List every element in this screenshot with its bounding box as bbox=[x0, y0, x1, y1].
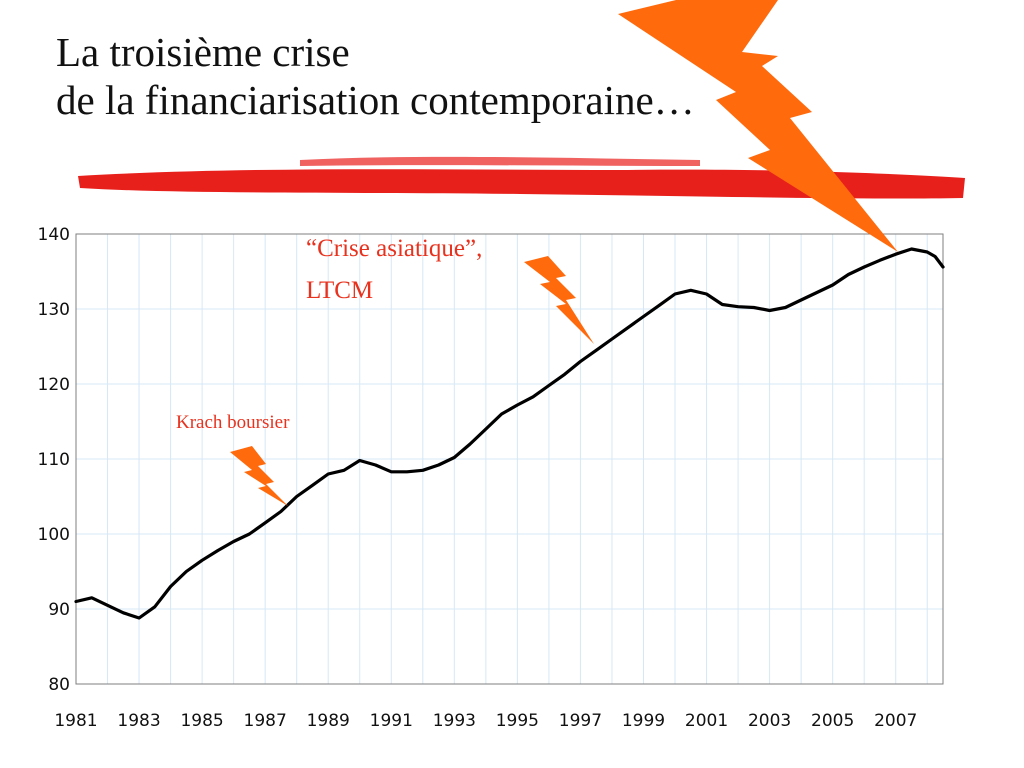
slide-title: La troisième crise de la financiarisatio… bbox=[56, 28, 695, 124]
y-axis: 80 90 100 110 120 130 140 bbox=[38, 225, 70, 695]
slide-title-line2: de la financiarisation contemporaine… bbox=[56, 77, 695, 123]
x-tick-label: 1987 bbox=[244, 711, 287, 731]
x-tick-label: 2003 bbox=[748, 711, 791, 731]
x-tick-label: 1983 bbox=[117, 711, 160, 731]
y-tick-label: 80 bbox=[48, 675, 70, 695]
y-tick-label: 140 bbox=[38, 225, 70, 245]
x-tick-label: 2001 bbox=[685, 711, 728, 731]
x-tick-label: 2007 bbox=[874, 711, 917, 731]
x-tick-label: 1981 bbox=[54, 711, 97, 731]
x-tick-label: 2005 bbox=[811, 711, 854, 731]
big-lightning-bolt-icon bbox=[618, 0, 898, 252]
x-tick-label: 1989 bbox=[307, 711, 350, 731]
plot-frame bbox=[75, 233, 944, 685]
annotation-crise-asiatique: “Crise asiatique”, LTCM bbox=[306, 235, 489, 304]
x-tick-label: 1999 bbox=[622, 711, 665, 731]
brush-stroke-divider bbox=[78, 156, 965, 199]
y-tick-label: 120 bbox=[38, 375, 70, 395]
y-tick-label: 110 bbox=[38, 450, 70, 470]
y-tick-label: 90 bbox=[48, 600, 70, 620]
chart-grid bbox=[75, 233, 943, 685]
small-lightning-bolt-icon bbox=[230, 446, 288, 506]
x-tick-label: 1995 bbox=[496, 711, 539, 731]
x-tick-label: 1997 bbox=[559, 711, 602, 731]
slide-title-line1: La troisième crise bbox=[56, 29, 350, 75]
small-lightning-bolt-icon bbox=[524, 256, 594, 344]
annotation-krach-boursier: Krach boursier bbox=[176, 412, 290, 433]
x-tick-label: 1993 bbox=[433, 711, 476, 731]
series-line bbox=[74, 247, 945, 620]
annotations: “Crise asiatique”, LTCM Krach boursier bbox=[176, 0, 898, 506]
line-chart: 80 90 100 110 120 130 140 1981 1983 1985 1987 1989… bbox=[38, 225, 945, 731]
x-tick-label: 1991 bbox=[370, 711, 413, 731]
x-tick-label: 1985 bbox=[180, 711, 223, 731]
annotation-crise-asiatique-line2: LTCM bbox=[306, 277, 373, 304]
y-tick-label: 100 bbox=[38, 525, 70, 545]
x-axis: 1981 1983 1985 1987 1989 1991 1993 1995 1997 1999… bbox=[54, 711, 917, 731]
annotation-crise-asiatique-line1: “Crise asiatique”, bbox=[306, 235, 482, 262]
y-tick-label: 130 bbox=[38, 300, 70, 320]
